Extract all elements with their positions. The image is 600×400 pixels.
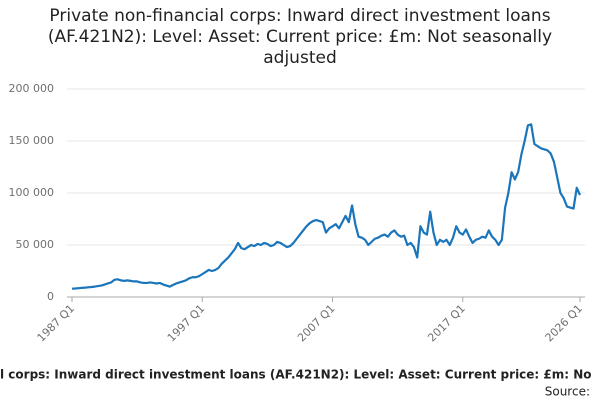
y-tick-label: 50 000 <box>16 238 55 251</box>
y-tick-label: 0 <box>47 290 54 303</box>
x-tick-label: 2007 Q1 <box>295 302 338 345</box>
y-tick-label: 200 000 <box>9 82 55 95</box>
footer-text: l corps: Inward direct investment loans … <box>0 368 592 382</box>
y-tick-label: 100 000 <box>9 186 55 199</box>
x-tick-label: 1987 Q1 <box>35 302 78 345</box>
x-tick-label: 2026 Q1 <box>543 302 586 345</box>
chart-title: Private non-financial corps: Inward dire… <box>47 6 553 68</box>
data-line <box>71 123 582 290</box>
x-tick-label: 1997 Q1 <box>165 302 208 345</box>
x-tick-label: 2017 Q1 <box>425 302 468 345</box>
y-tick-label: 150 000 <box>9 134 55 147</box>
source-text: Source: <box>545 385 590 399</box>
